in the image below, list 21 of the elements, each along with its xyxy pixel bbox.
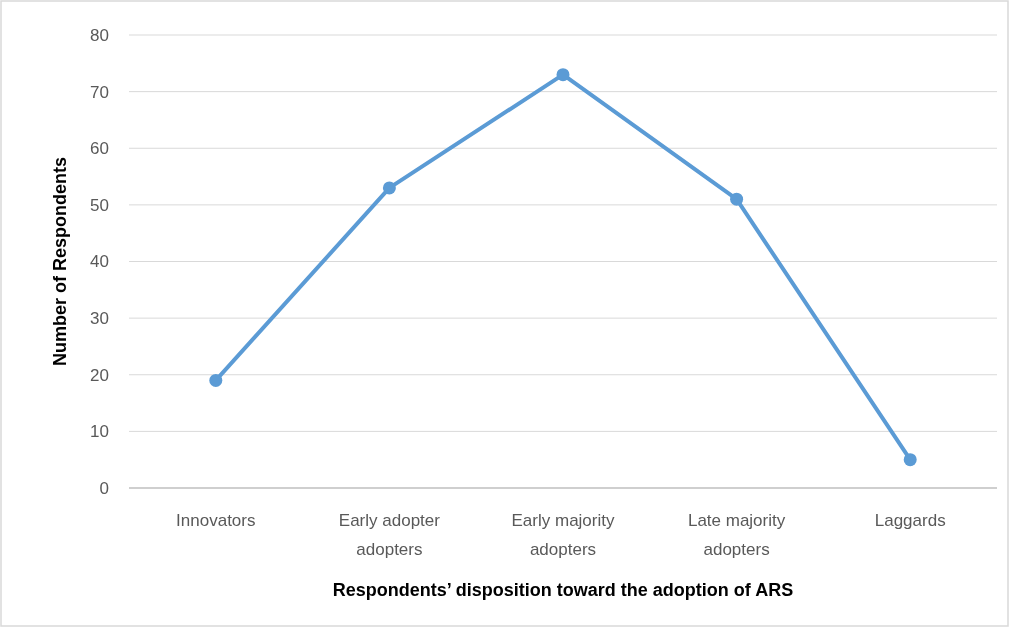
y-tick-label: 0 [99, 478, 109, 498]
x-tick-label: Laggards [874, 511, 946, 530]
y-axis-title: Number of Respondents [50, 156, 70, 367]
x-tick-label: Early adopter adopters [338, 511, 441, 559]
x-tick-label: Late majority adopters [687, 511, 786, 559]
x-tick-label: Innovators [176, 511, 256, 530]
point [903, 453, 917, 467]
y-tick-label: 40 [90, 252, 109, 272]
y-tick-label: 70 [90, 82, 109, 102]
y-tick-label: 50 [90, 195, 109, 215]
point [382, 181, 396, 195]
y-tick-label: 60 [90, 139, 109, 159]
y-tick-label: 80 [90, 25, 109, 45]
point [556, 68, 570, 82]
y-tick-label: 30 [90, 309, 109, 329]
x-axis-title: Respondents’ disposition toward the adoption of ARS [332, 580, 794, 600]
x-tick-label: Early majority adopters [511, 511, 615, 559]
point [209, 373, 223, 387]
point [730, 192, 744, 206]
y-tick-label: 10 [90, 422, 109, 442]
y-tick-label: 20 [90, 365, 109, 385]
